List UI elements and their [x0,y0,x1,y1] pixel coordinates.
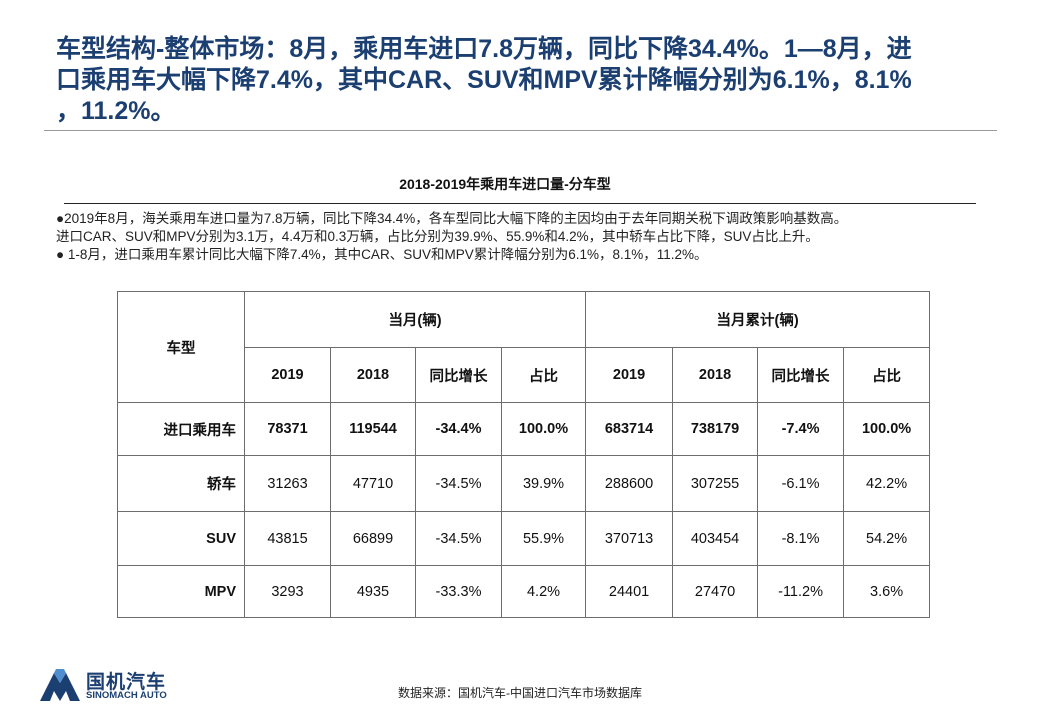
table-cell: 738179 [672,402,759,456]
table-cell: -34.4% [415,402,502,456]
table-cell: 27470 [672,565,759,618]
table-cell: 288600 [585,455,674,512]
header-cell: 2019 [244,347,331,403]
table-row-total: 进口乘用车 78371 119544 -34.4% 100.0% 683714 … [117,402,931,456]
table-row-car: 轿车 31263 47710 -34.5% 39.9% 288600 30725… [117,455,931,512]
slide-headline: 车型结构-整体市场：8月，乘用车进口7.8万辆，同比下降34.4%。1—8月，进… [56,34,996,127]
headline-divider [44,130,997,131]
sinomach-logo-icon [40,669,80,701]
header-cell: 2019 [585,347,674,403]
bullet-line: ●2019年8月，海关乘用车进口量为7.8万辆，同比下降34.4%，各车型同比大… [56,211,848,226]
table-cell: 370713 [585,511,674,566]
table-cell: 31263 [244,455,331,512]
table-cell: -34.5% [415,511,502,566]
table-cell: -7.4% [757,402,845,456]
table-cell: 100.0% [843,402,931,456]
bullet-line: ● 1-8月，进口乘用车累计同比大幅下降7.4%，其中CAR、SUV和MPV累计… [56,247,708,262]
row-label: 轿车 [117,455,245,512]
header-cell: 2018 [672,347,759,403]
header-cell: 占比 [843,347,931,403]
table-cell: 47710 [330,455,416,512]
table-cell: 4935 [330,565,416,618]
table-cell: 66899 [330,511,416,566]
table-cell: 403454 [672,511,759,566]
table-cell: 78371 [244,402,331,456]
logo-name-en: SINOMACH AUTO [86,690,167,701]
table-row-suv: SUV 43815 66899 -34.5% 55.9% 370713 4034… [117,511,931,566]
table-cell: 119544 [330,402,416,456]
table-cell: -6.1% [757,455,845,512]
row-label: 进口乘用车 [117,402,245,456]
table-cell: 4.2% [500,565,587,618]
headline-line-1: 车型结构-整体市场：8月，乘用车进口7.8万辆，同比下降34.4%。1—8月，进 [56,35,912,63]
import-volume-table: 车型 当月(辆) 当月累计(辆) 2019 2018 同比增长 占比 2019 … [117,291,931,618]
row-label: SUV [117,511,245,566]
table-cell: 683714 [585,402,674,456]
company-logo: 国机汽车 SINOMACH AUTO [40,667,180,707]
table-cell: 43815 [244,511,331,566]
header-row-group: 车型 当月(辆) 当月累计(辆) [117,291,931,403]
table-cell: -33.3% [415,565,502,618]
table-cell: -34.5% [415,455,502,512]
header-current-month: 当月(辆) [243,291,587,348]
header-cell: 同比增长 [757,347,845,403]
table-cell: -8.1% [757,511,845,566]
headline-line-2: 口乘用车大幅下降7.4%，其中CAR、SUV和MPV累计降幅分别为6.1%，8.… [56,66,912,94]
headline-line-3: ，11.2%。 [56,97,176,125]
table-cell: 24401 [585,565,674,618]
header-row-sub: 2019 2018 同比增长 占比 2019 2018 同比增长 占比 [118,347,931,403]
header-cell: 2018 [330,347,416,403]
header-cell: 同比增长 [415,347,502,403]
table-row-mpv: MPV 3293 4935 -33.3% 4.2% 24401 27470 -1… [117,565,931,618]
header-cumulative: 当月累计(辆) [585,291,931,348]
table-title: 2018-2019年乘用车进口量-分车型 [399,176,611,192]
header-cell: 占比 [500,347,587,403]
table-cell: 54.2% [843,511,931,566]
table-cell: 3.6% [843,565,931,618]
table-cell: 55.9% [500,511,587,566]
table-cell: 100.0% [500,402,587,456]
row-label: MPV [117,565,245,618]
table-cell: 307255 [672,455,759,512]
table-cell: 39.9% [500,455,587,512]
data-source-note: 数据来源：国机汽车-中国进口汽车市场数据库 [398,686,642,700]
logo-name-cn: 国机汽车 [86,672,167,693]
title-divider [64,203,976,204]
bullet-line: 进口CAR、SUV和MPV分别为3.1万，4.4万和0.3万辆，占比分别为39.… [56,229,819,244]
table-cell: 42.2% [843,455,931,512]
summary-bullets: ●2019年8月，海关乘用车进口量为7.8万辆，同比下降34.4%，各车型同比大… [56,210,1016,264]
table-cell: -11.2% [757,565,845,618]
header-vehicle-type: 车型 [117,291,245,403]
table-cell: 3293 [244,565,331,618]
